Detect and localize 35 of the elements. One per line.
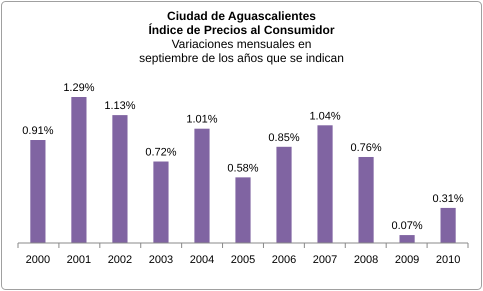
x-tick-label: 2010 xyxy=(436,254,460,266)
bar xyxy=(276,146,292,243)
x-tick-label: 2001 xyxy=(66,254,92,266)
data-label: 1.13% xyxy=(104,100,136,112)
bar xyxy=(317,125,333,243)
x-tick-label: 2004 xyxy=(190,254,214,266)
data-label: 0.76% xyxy=(350,142,382,154)
bar xyxy=(194,128,210,243)
bar xyxy=(71,97,87,243)
bar xyxy=(235,177,251,243)
x-tick-label: 2000 xyxy=(26,254,50,266)
data-label: 0.72% xyxy=(145,146,177,159)
data-label: 0.58% xyxy=(227,162,259,174)
x-tick-label: 2003 xyxy=(148,254,174,266)
bar xyxy=(399,235,415,243)
data-label: 1.01% xyxy=(186,114,218,126)
data-label: 1.29% xyxy=(63,82,95,94)
bar xyxy=(112,115,128,243)
data-label: 0.07% xyxy=(391,220,423,232)
data-label: 0.91% xyxy=(22,125,54,138)
x-tick-label: 2007 xyxy=(312,254,338,266)
x-tick-label: 2005 xyxy=(230,254,256,266)
bar xyxy=(440,208,456,243)
data-label: 0.31% xyxy=(432,192,464,205)
bar xyxy=(30,140,46,243)
data-label: 0.85% xyxy=(268,132,300,144)
bar xyxy=(358,156,374,243)
chart-title: Ciudad de Aguascalientes Índice de Precios al Consumidor xyxy=(148,9,335,37)
x-tick-label: 2002 xyxy=(108,254,132,266)
x-tick-label: 2008 xyxy=(354,254,378,266)
x-tick-label: 2006 xyxy=(272,254,296,266)
data-label: 1.04% xyxy=(309,110,341,122)
chart-subtitle: Variaciones mensuales en septiembre de los años que se indican xyxy=(139,37,344,65)
bar xyxy=(153,162,169,243)
x-tick-label: 2009 xyxy=(394,254,420,266)
